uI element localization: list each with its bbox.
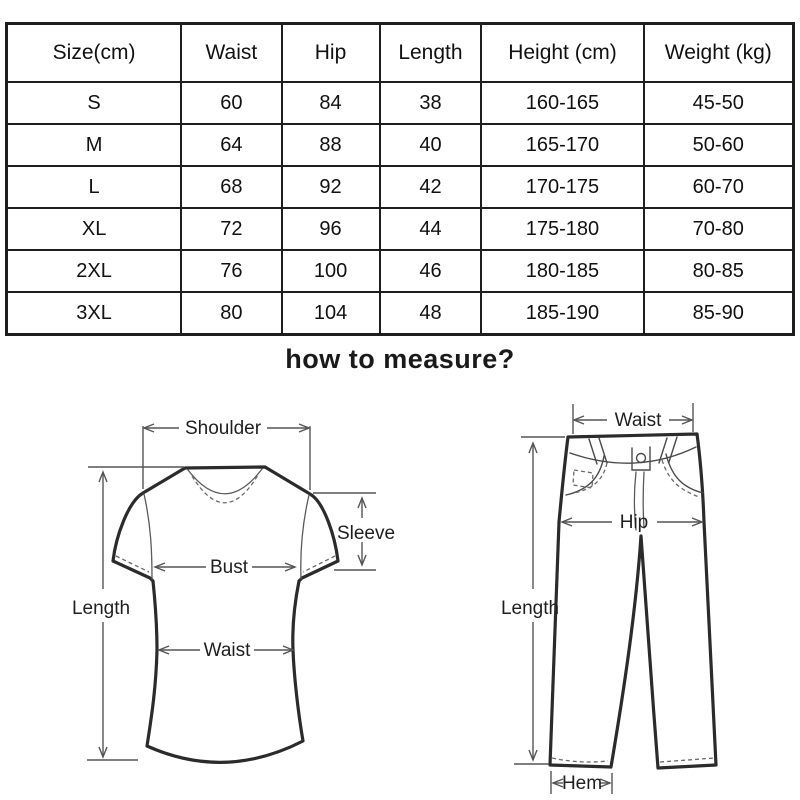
tshirt-neckline xyxy=(187,468,263,495)
table-cell: 2XL xyxy=(5,249,183,293)
bust-label: Bust xyxy=(210,557,249,578)
table-cell: 104 xyxy=(280,291,381,336)
table-cell: 85-90 xyxy=(642,291,795,336)
table-cell: 44 xyxy=(378,207,483,251)
table-cell: 3XL xyxy=(5,291,183,336)
table-cell: 60 xyxy=(180,81,283,125)
pants-drawing xyxy=(548,432,718,770)
pants-outline xyxy=(548,432,718,770)
pants-button xyxy=(635,452,647,464)
table-row-3xl: 3XL 80 104 48 185-190 85-90 xyxy=(5,291,795,336)
pants-length-label: Length xyxy=(501,598,559,619)
measure-section-title: how to measure? xyxy=(285,344,515,374)
shirt-waist-label: Waist xyxy=(204,640,252,661)
table-cell: 40 xyxy=(378,123,483,167)
belt-loop-left-a xyxy=(588,438,598,465)
tshirt-outline xyxy=(111,465,340,764)
table-cell: L xyxy=(5,165,183,209)
tshirt-armhole-left xyxy=(143,493,153,580)
tshirt-cuff-stitch-left xyxy=(115,555,150,573)
table-cell: S xyxy=(5,81,183,125)
table-cell: 80 xyxy=(180,291,283,336)
size-chart: Size(cm) Waist Hip Length Height (cm) We… xyxy=(5,22,795,336)
table-row-m: M 64 88 40 165-170 50-60 xyxy=(5,123,795,167)
hem-stitch-right-leg xyxy=(659,757,715,763)
table-cell: 72 xyxy=(180,207,283,251)
coin-pocket xyxy=(572,469,594,489)
table-cell: 46 xyxy=(378,249,483,293)
tshirt-labels: Shoulder Sleeve Bust Length Waist xyxy=(72,418,395,661)
table-cell: 45-50 xyxy=(642,81,795,125)
column-header-weight: Weight (kg) xyxy=(642,22,795,83)
belt-loop-right-a xyxy=(658,437,668,464)
table-cell: M xyxy=(5,123,183,167)
pants-labels: Waist Hip Length Hem xyxy=(501,410,662,794)
table-cell: 165-170 xyxy=(480,123,645,167)
hem-stitch-left-leg xyxy=(551,757,609,763)
hem-label: Hem xyxy=(562,773,602,794)
belt-loop-left-b xyxy=(598,437,608,464)
fly-line-left xyxy=(633,471,637,531)
fly-line-right xyxy=(642,471,645,529)
hip-label: Hip xyxy=(620,512,649,533)
pocket-left-stitch xyxy=(572,462,608,494)
tshirt-drawing xyxy=(111,465,340,764)
pants-dimension-lines xyxy=(514,403,704,794)
pants-waist-label: Waist xyxy=(615,410,663,431)
sleeve-label: Sleeve xyxy=(337,523,395,544)
pocket-right xyxy=(665,453,704,494)
table-cell: 84 xyxy=(280,81,381,125)
table-cell: 50-60 xyxy=(642,123,795,167)
table-row-2xl: 2XL 76 100 46 180-185 80-85 xyxy=(5,249,795,293)
table-cell: 180-185 xyxy=(480,249,645,293)
tshirt-dimension-lines xyxy=(87,423,376,761)
column-header-waist: Waist xyxy=(180,22,283,83)
button-tab xyxy=(631,446,651,471)
table-cell: 185-190 xyxy=(480,291,645,336)
table-cell: XL xyxy=(5,207,183,251)
tshirt-cuff-stitch-right xyxy=(302,555,336,573)
table-cell: 60-70 xyxy=(642,165,795,209)
column-header-hip: Hip xyxy=(280,22,381,83)
table-cell: 175-180 xyxy=(480,207,645,251)
table-cell: 170-175 xyxy=(480,165,645,209)
tshirt-armhole-right xyxy=(300,494,310,580)
shoulder-label: Shoulder xyxy=(185,418,262,439)
table-cell: 76 xyxy=(180,249,283,293)
size-chart-table: Size(cm) Waist Hip Length Height (cm) We… xyxy=(5,22,795,336)
table-cell: 92 xyxy=(280,165,381,209)
table-row-l: L 68 92 42 170-175 60-70 xyxy=(5,165,795,209)
table-cell: 88 xyxy=(280,123,381,167)
tshirt-neckline-stitch xyxy=(191,474,259,504)
header-row: Size(cm) Waist Hip Length Height (cm) We… xyxy=(5,22,795,83)
table-cell: 80-85 xyxy=(642,249,795,293)
pocket-right-stitch xyxy=(661,459,700,498)
table-cell: 48 xyxy=(378,291,483,336)
column-header-length: Length xyxy=(378,22,483,83)
pants-waistband xyxy=(569,446,697,464)
pocket-left xyxy=(565,455,605,496)
table-row-s: S 60 84 38 160-165 45-50 xyxy=(5,81,795,125)
table-row-xl: XL 72 96 44 175-180 70-80 xyxy=(5,207,795,251)
table-cell: 42 xyxy=(378,165,483,209)
belt-loop-right-b xyxy=(668,436,678,463)
shirt-length-label: Length xyxy=(72,598,130,619)
table-cell: 70-80 xyxy=(642,207,795,251)
column-header-size: Size(cm) xyxy=(5,22,183,83)
table-body: S 60 84 38 160-165 45-50 M 64 88 40 165-… xyxy=(5,81,795,336)
table-cell: 38 xyxy=(378,81,483,125)
table-cell: 160-165 xyxy=(480,81,645,125)
table-cell: 64 xyxy=(180,123,283,167)
column-header-height: Height (cm) xyxy=(480,22,645,83)
measurement-diagram: Shoulder Sleeve Bust Length Waist xyxy=(72,403,718,794)
table-cell: 100 xyxy=(280,249,381,293)
table-header: Size(cm) Waist Hip Length Height (cm) We… xyxy=(5,22,795,83)
table-cell: 68 xyxy=(180,165,283,209)
table-cell: 96 xyxy=(280,207,381,251)
